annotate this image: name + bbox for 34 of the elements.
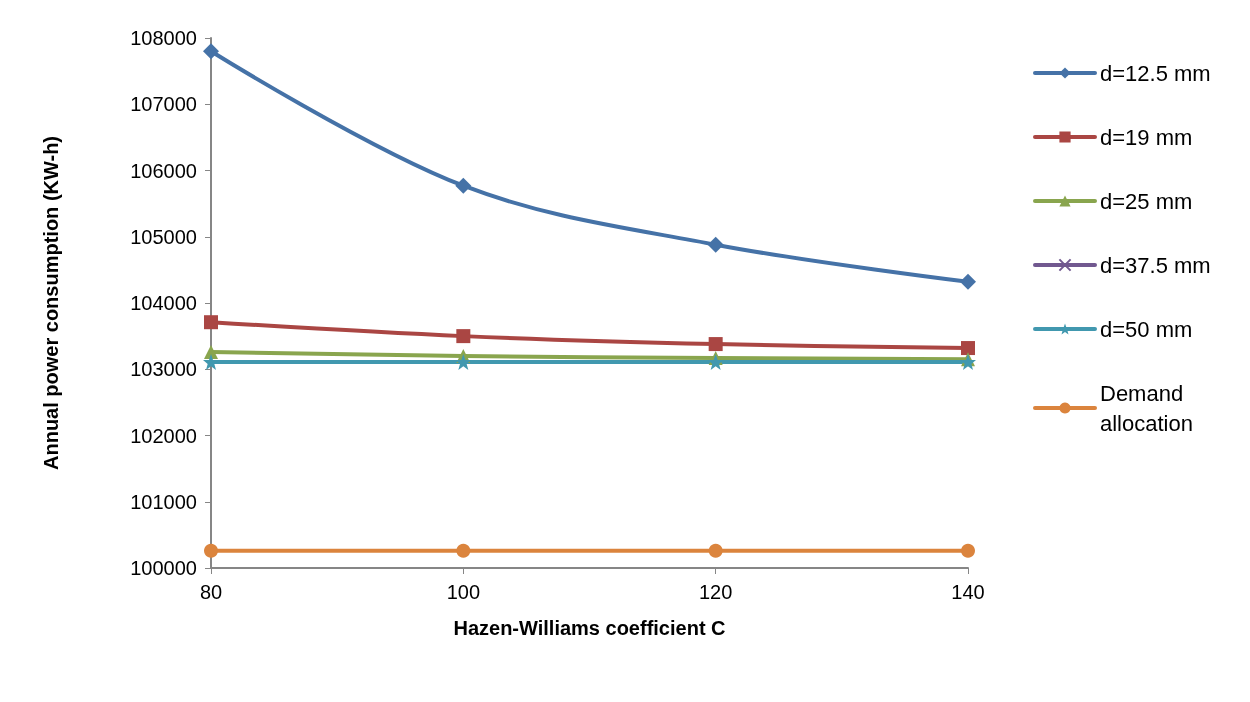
y-tick-label: 105000 bbox=[130, 225, 197, 248]
point bbox=[204, 543, 218, 558]
x-tick-label: 80 bbox=[199, 581, 223, 603]
point bbox=[707, 236, 724, 253]
point bbox=[455, 177, 472, 194]
legend-label: d=25 mm bbox=[1100, 188, 1193, 214]
x-tick-label: 140 bbox=[951, 581, 985, 603]
y-tick-label: 101000 bbox=[130, 490, 197, 513]
y-tick-label: 100000 bbox=[130, 557, 197, 579]
y-tick-label: 108000 bbox=[130, 27, 197, 49]
y-tick-label: 102000 bbox=[130, 424, 197, 447]
point bbox=[708, 337, 723, 352]
y-tick-label: 103000 bbox=[130, 358, 197, 381]
point bbox=[960, 273, 976, 290]
y-axis-title: Annual power consumption (KW-h) bbox=[40, 135, 62, 471]
y-tick-label: 106000 bbox=[130, 159, 197, 182]
legend-label: d=37.5 mm bbox=[1100, 252, 1211, 278]
point bbox=[203, 43, 219, 60]
x-axis-title: Hazen-Williams coefficient C bbox=[453, 617, 726, 639]
legend-label: d=19 mm bbox=[1100, 124, 1193, 150]
point bbox=[204, 315, 218, 330]
x-tick-label: 100 bbox=[446, 581, 481, 603]
legend-label: Demand allocation bbox=[1100, 380, 1193, 436]
legend-label: d=50 mm bbox=[1100, 316, 1193, 342]
y-tick-label: 107000 bbox=[130, 93, 197, 116]
point bbox=[455, 353, 472, 370]
point bbox=[961, 341, 975, 356]
point bbox=[708, 543, 723, 558]
legend-label: d=12.5 mm bbox=[1100, 60, 1211, 86]
point bbox=[961, 543, 975, 558]
point bbox=[456, 543, 471, 558]
point bbox=[456, 329, 471, 344]
y-tick-label: 104000 bbox=[130, 292, 197, 314]
x-tick-label: 120 bbox=[698, 581, 733, 603]
